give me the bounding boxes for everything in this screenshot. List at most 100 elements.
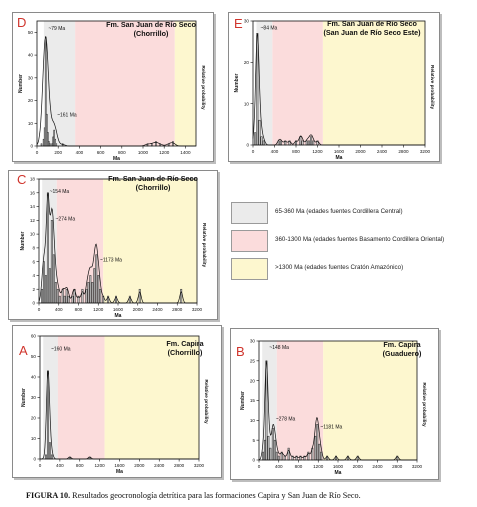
x-tick-label: 2400 xyxy=(377,149,388,154)
x-tick-label: 2800 xyxy=(174,463,185,468)
histogram-bar xyxy=(42,261,45,304)
histogram-bar xyxy=(50,220,53,304)
x-tick-label: 0 xyxy=(258,464,261,469)
x-tick-label: 1200 xyxy=(312,149,323,154)
y-tick-label: 0 xyxy=(33,457,36,462)
x-tick-label: 400 xyxy=(56,463,64,468)
y-tick-label: 10 xyxy=(244,101,250,106)
y-tick-label: 10 xyxy=(28,121,34,126)
x-tick-label: 800 xyxy=(292,149,300,154)
chart-b-svg: 0 400 800 1200 1600 2000 2400 2800 3200 0 5 10 15 20 2… xyxy=(240,339,427,476)
age-band xyxy=(43,336,58,459)
relative-probability-label: Relative probability xyxy=(201,223,207,268)
x-tick-label: 0 xyxy=(36,150,39,155)
panel-letter-c: C xyxy=(17,172,27,187)
histogram-bar xyxy=(48,268,51,304)
x-tick-label: 800 xyxy=(118,150,126,155)
y-tick-label: 50 xyxy=(31,354,37,359)
chart-panel-c: 0 400 800 1200 1600 2000 2400 2800 3200 0 2 4 6 8 10 12… xyxy=(8,170,218,320)
y-tick-label: 30 xyxy=(244,19,250,24)
peak-annotation: ~160 Ma xyxy=(51,346,71,352)
x-tick-label: 3200 xyxy=(412,464,423,469)
legend-label: >1300 Ma (edades fuentes Cratón Amazónic… xyxy=(275,264,404,271)
y-axis-label: Number xyxy=(240,391,246,410)
y-tick-label: 20 xyxy=(28,98,34,103)
x-tick-label: 2400 xyxy=(154,463,165,468)
relative-probability-label: Relative probability xyxy=(421,382,427,427)
age-band xyxy=(323,341,417,460)
histogram-bar xyxy=(320,451,323,461)
relative-probability-label: Relative probability xyxy=(200,65,206,110)
figure-caption-text: Resultados geocronología detrítica para … xyxy=(72,491,361,500)
x-tick-label: 2800 xyxy=(392,464,403,469)
histogram-bar xyxy=(97,275,100,304)
histogram-bar xyxy=(265,360,268,461)
y-tick-label: 60 xyxy=(31,334,37,339)
x-tick-label: 2400 xyxy=(152,307,163,312)
age-band xyxy=(272,21,323,145)
x-axis-label: Ma xyxy=(113,156,120,161)
y-axis-label: Number xyxy=(18,74,24,93)
chart-b-title-line2: (Guaduero) xyxy=(382,348,422,358)
y-tick-label: 20 xyxy=(31,416,37,421)
y-tick-label: 25 xyxy=(250,358,256,363)
legend-item-cordillera-central: 65-360 Ma (edades fuentes Cordillera Cen… xyxy=(231,202,446,224)
histogram-bar xyxy=(262,451,264,461)
peak-annotation: ~1173 Ma xyxy=(100,258,122,264)
histogram-bar xyxy=(283,455,286,461)
chart-b-title: Fm. Capira (Guaduero) xyxy=(371,340,433,358)
histogram-bar xyxy=(128,295,131,304)
peak-annotation: ~148 Ma xyxy=(269,345,289,351)
histogram-bar xyxy=(277,140,280,146)
chart-d-title-line2: (Chorrillo) xyxy=(133,28,169,38)
x-tick-label: 2400 xyxy=(372,464,383,469)
x-tick-label: 2000 xyxy=(355,149,366,154)
chart-d-svg: 0 200 400 600 800 1000 1200 1400 0 10 20 30 40 50 Ma Nu… xyxy=(18,20,206,161)
panel-letter-b: B xyxy=(236,344,245,359)
figure-caption: FIGURA 10. Resultados geocronología detr… xyxy=(26,491,361,500)
histogram-bar xyxy=(81,288,84,304)
histogram-bar xyxy=(95,254,98,304)
histogram-bar xyxy=(258,119,261,146)
relative-probability-label: Relative probability xyxy=(429,65,435,110)
peak-annotation: ~1181 Ma xyxy=(320,424,342,430)
peak-annotation: ~154 Ma xyxy=(50,189,70,195)
chart-panel-e: 0 400 800 1200 1600 2000 2400 2800 3200 0 10 20 30 Ma… xyxy=(228,12,440,162)
histogram-bar xyxy=(301,140,304,146)
y-tick-label: 50 xyxy=(28,30,34,35)
chart-d-title: Fm. San Juan de Río Seco (Chorrillo) xyxy=(95,20,207,38)
histogram-bar xyxy=(107,295,110,304)
histogram-bar xyxy=(63,295,66,304)
histogram-bar xyxy=(262,140,265,146)
histogram-bar xyxy=(67,295,70,304)
x-tick-label: 1600 xyxy=(114,463,125,468)
histogram-bar xyxy=(61,288,64,304)
chart-b-title-line1: Fm. Capira xyxy=(383,340,421,349)
y-tick-label: 15 xyxy=(250,398,256,403)
y-tick-label: 20 xyxy=(250,378,256,383)
panel-letter-a: A xyxy=(19,343,28,358)
y-tick-label: 40 xyxy=(31,375,37,380)
histogram-bar xyxy=(50,454,53,460)
x-tick-label: 400 xyxy=(275,464,283,469)
x-tick-label: 2000 xyxy=(133,307,144,312)
chart-a-svg: 0 400 800 1200 1600 2000 2400 2800 3200 0 10 20 30 40… xyxy=(21,334,209,475)
x-tick-label: 3200 xyxy=(420,149,431,154)
histogram-bar xyxy=(115,295,117,304)
x-tick-label: 0 xyxy=(252,149,255,154)
peak-annotation: ~79 Ma xyxy=(48,26,65,32)
peak-annotation: ~274 Ma xyxy=(56,216,76,222)
age-band xyxy=(103,179,197,303)
histogram-bar xyxy=(46,192,49,304)
age-band xyxy=(75,21,175,146)
chart-a-title-line1: Fm. Capira xyxy=(166,339,204,348)
x-tick-label: 400 xyxy=(55,307,63,312)
histogram-bar xyxy=(93,268,96,304)
chart-panel-d: 0 200 400 600 800 1000 1200 1400 0 10 20 30 40 50 Ma Nu… xyxy=(12,12,214,162)
histogram-bar xyxy=(307,140,310,146)
y-tick-label: 14 xyxy=(30,204,36,209)
histogram-bar xyxy=(45,454,47,460)
legend-label: 360-1300 Ma (edades fuentes Basamento Co… xyxy=(275,236,445,243)
chart-c-svg: 0 400 800 1200 1600 2000 2400 2800 3200 0 2 4 6 8 10 12… xyxy=(20,177,207,319)
chart-e-title: Fm. San Juan de Río Seco (San Juan de Rí… xyxy=(309,19,435,37)
